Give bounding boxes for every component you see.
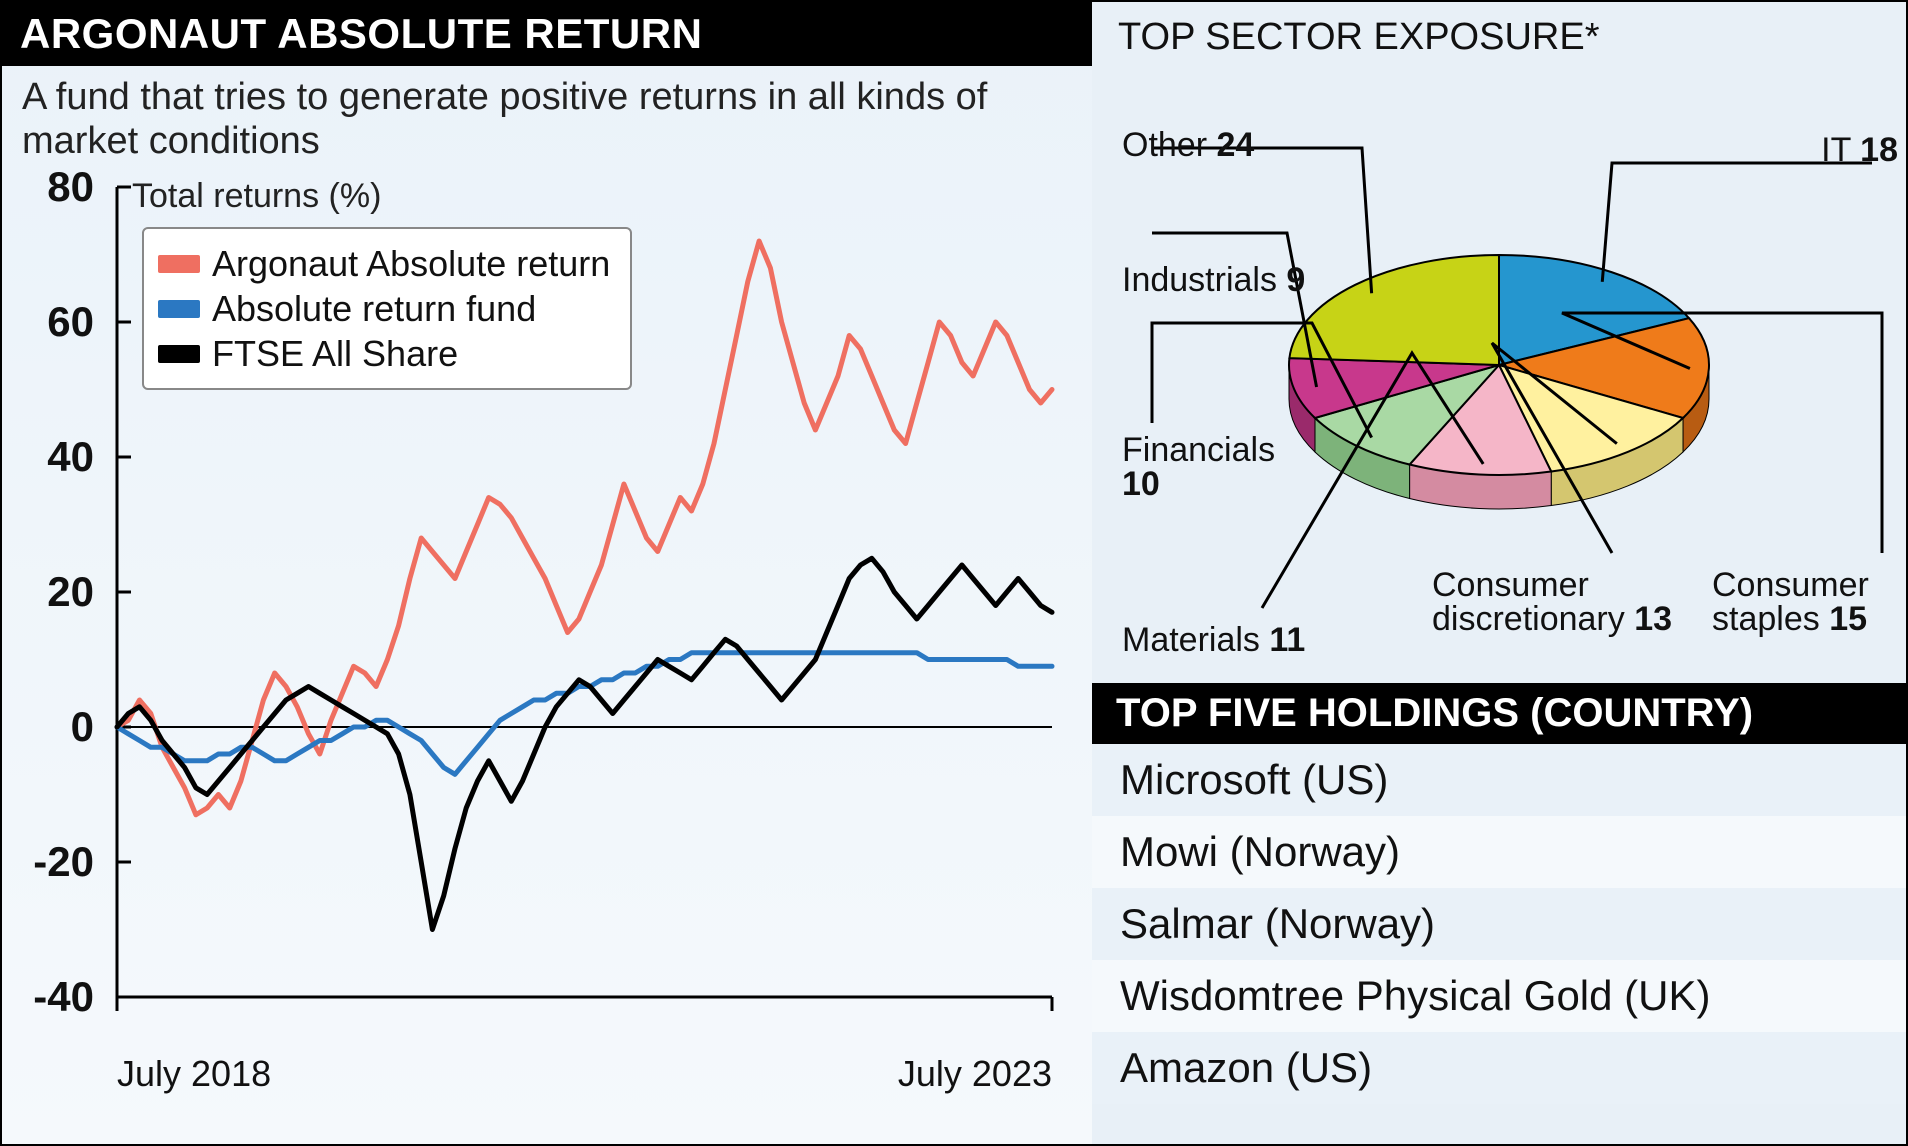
xaxis-end-label: July 2023 xyxy=(898,1053,1052,1095)
legend-item: Absolute return fund xyxy=(158,286,610,331)
pie-chart: IT 18 Consumerstaples 15 Consumerdiscretio… xyxy=(1092,63,1906,683)
xaxis-start-label: July 2018 xyxy=(117,1053,271,1095)
pie-label: Materials 11 xyxy=(1122,623,1305,657)
pie-label: IT 18 xyxy=(1821,133,1898,167)
pie-label: Other 24 xyxy=(1122,128,1254,162)
right-panel: TOP SECTOR EXPOSURE* IT 18 Consumerstaple… xyxy=(1092,2,1906,1144)
pie-label: Financials10 xyxy=(1122,433,1275,501)
pie-label: Consumerstaples 15 xyxy=(1712,568,1869,636)
holding-row: Microsoft (US) xyxy=(1092,744,1906,816)
holdings-header: TOP FIVE HOLDINGS (COUNTRY) xyxy=(1092,683,1906,744)
legend-item: FTSE All Share xyxy=(158,331,610,376)
infographic-container: ARGONAUT ABSOLUTE RETURN A fund that tri… xyxy=(0,0,1908,1146)
holding-row: Wisdomtree Physical Gold (UK) xyxy=(1092,960,1906,1032)
legend-label: FTSE All Share xyxy=(212,331,458,376)
pie-label: Industrials 9 xyxy=(1122,263,1305,297)
legend: Argonaut Absolute returnAbsolute return … xyxy=(142,227,632,390)
holding-row: Salmar (Norway) xyxy=(1092,888,1906,960)
chart-title-bar: ARGONAUT ABSOLUTE RETURN xyxy=(2,2,1092,66)
legend-label: Absolute return fund xyxy=(212,286,536,331)
left-panel: ARGONAUT ABSOLUTE RETURN A fund that tri… xyxy=(2,2,1092,1144)
chart-subtitle: A fund that tries to generate positive r… xyxy=(2,66,1092,167)
legend-item: Argonaut Absolute return xyxy=(158,241,610,286)
pie-label: Consumerdiscretionary 13 xyxy=(1432,568,1672,636)
holding-row: Amazon (US) xyxy=(1092,1032,1906,1104)
holdings-list: Microsoft (US)Mowi (Norway)Salmar (Norwa… xyxy=(1092,744,1906,1104)
sector-heading: TOP SECTOR EXPOSURE* xyxy=(1092,2,1906,63)
legend-label: Argonaut Absolute return xyxy=(212,241,610,286)
legend-swatch xyxy=(158,345,200,363)
holding-row: Mowi (Norway) xyxy=(1092,816,1906,888)
legend-swatch xyxy=(158,300,200,318)
line-chart: Total returns (%) Argonaut Absolute retu… xyxy=(12,167,1082,1087)
legend-swatch xyxy=(158,255,200,273)
